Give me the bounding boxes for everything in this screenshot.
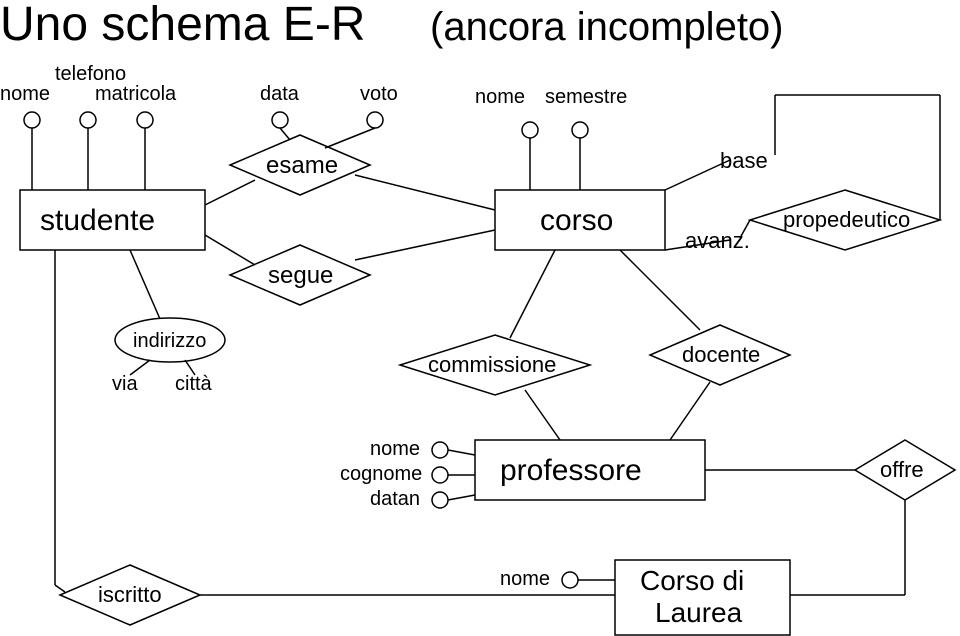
- attr-corso-nome: nome: [475, 86, 525, 108]
- hier-base-label: base: [720, 148, 768, 173]
- attr-studente-matricola: matricola: [95, 83, 177, 105]
- attr-cl-nome: nome: [500, 568, 550, 590]
- attr-esame-data: data: [260, 83, 300, 105]
- attr-corso-semestre-circle: [572, 122, 588, 138]
- diagram-title-suffix: (ancora incompleto): [430, 5, 784, 49]
- attr-corso-semestre: semestre: [545, 86, 627, 108]
- attr-studente-indirizzo-label: indirizzo: [133, 330, 206, 352]
- rel-commissione-label: commissione: [428, 352, 556, 377]
- rel-esame-label: esame: [266, 152, 338, 179]
- attr-prof-cognome-circle: [432, 467, 448, 483]
- entity-studente-label: studente: [40, 204, 155, 237]
- attr-studente-via: via: [112, 373, 138, 395]
- attr-prof-cognome: cognome: [340, 463, 422, 485]
- entity-corso-laurea-l2: Laurea: [655, 597, 743, 628]
- hier-avanz-label: avanz.: [685, 228, 750, 253]
- attr-studente-telefono-circle: [80, 112, 96, 128]
- attr-prof-nome: nome: [370, 438, 420, 460]
- rel-segue-label: segue: [268, 262, 333, 289]
- attr-cl-nome-circle: [562, 572, 578, 588]
- attr-prof-datan-circle: [432, 492, 448, 508]
- entity-professore-label: professore: [500, 454, 642, 487]
- attr-studente-matricola-circle: [137, 112, 153, 128]
- rel-offre-label: offre: [880, 457, 924, 482]
- attr-corso-nome-circle: [522, 122, 538, 138]
- diagram-title: Uno schema E-R: [0, 0, 365, 51]
- rel-iscritto-label: iscritto: [98, 582, 162, 607]
- entity-corso-laurea-l1: Corso di: [640, 565, 744, 596]
- attr-studente-citta: città: [175, 373, 213, 395]
- rel-propedeutico-label: propedeutico: [783, 207, 910, 232]
- attr-prof-nome-circle: [432, 442, 448, 458]
- attr-esame-voto: voto: [360, 83, 398, 105]
- rel-docente-label: docente: [682, 342, 760, 367]
- attr-esame-data-circle: [272, 112, 288, 128]
- attr-studente-telefono: telefono: [55, 63, 126, 85]
- attr-esame-voto-circle: [367, 112, 383, 128]
- attr-prof-datan: datan: [370, 488, 420, 510]
- entity-corso-label: corso: [540, 204, 613, 237]
- attr-studente-nome: nome: [0, 83, 50, 105]
- attr-studente-nome-circle: [24, 112, 40, 128]
